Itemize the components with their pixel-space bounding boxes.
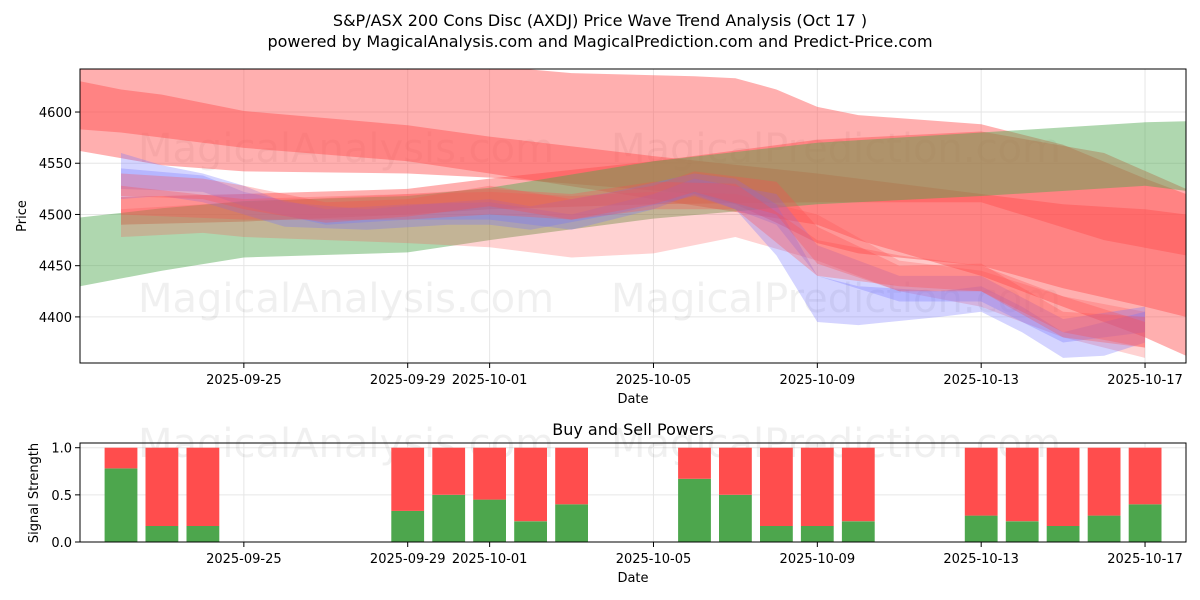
x-tick-label: 2025-10-05 — [616, 373, 692, 388]
buy-power-bar — [964, 515, 998, 542]
buy-power-bar — [1005, 521, 1039, 542]
buy-power-bar — [1087, 515, 1121, 542]
x-tick-label: 2025-09-29 — [370, 373, 446, 388]
watermark: MagicalPrediction.com — [611, 276, 1061, 322]
y-tick-label: 0.5 — [51, 489, 72, 504]
y-tick-label: 4550 — [39, 157, 72, 172]
signal-x-ticks: 2025-09-25 2025-09-29 2025-10-01 2025-10-05… — [206, 542, 1183, 567]
x-tick-label: 2025-10-13 — [943, 552, 1019, 567]
buy-power-bar — [186, 526, 220, 542]
buy-power-bar — [473, 499, 506, 542]
sell-power-bar — [473, 447, 506, 500]
price-x-ticks: 2025-09-25 2025-09-29 2025-10-01 2025-10-05… — [206, 363, 1183, 388]
buy-power-bar — [841, 521, 875, 542]
sell-power-bar — [678, 447, 711, 479]
red-wave-band — [80, 69, 1186, 317]
signal-bars — [104, 447, 1162, 542]
price-watermarks: MagicalAnalysis.com MagicalPrediction.co… — [138, 126, 1061, 322]
sell-power-bar — [391, 447, 425, 511]
price-panel: MagicalAnalysis.com MagicalPrediction.co… — [15, 68, 1187, 407]
buy-power-bar — [1128, 504, 1162, 542]
sell-power-bar — [800, 447, 834, 526]
y-tick-label: 0.0 — [51, 536, 72, 551]
blue-wave-band — [121, 153, 1145, 358]
x-tick-label: 2025-10-09 — [780, 373, 856, 388]
red-wave-band — [80, 81, 1186, 356]
signal-plot-frame — [79, 442, 1187, 543]
price-x-axis-label: Date — [617, 392, 648, 407]
x-tick-label: 2025-10-17 — [1107, 552, 1183, 567]
x-tick-label: 2025-10-01 — [452, 552, 528, 567]
y-tick-label: 1.0 — [51, 442, 72, 457]
y-tick-label: 4400 — [39, 311, 72, 326]
watermark: MagicalAnalysis.com — [138, 276, 554, 322]
buy-power-bar — [719, 494, 752, 542]
sell-power-bar — [145, 447, 179, 526]
x-tick-label: 2025-10-01 — [452, 373, 528, 388]
red-wave-band — [121, 191, 1145, 358]
sell-power-bar — [1087, 447, 1121, 516]
signal-panel-title: Buy and Sell Powers — [552, 420, 714, 439]
sell-power-bar — [514, 447, 547, 522]
price-y-ticks: 4400 4450 4500 4550 4600 — [39, 106, 80, 326]
sell-power-bar — [1128, 447, 1162, 505]
signal-x-axis-label: Date — [617, 571, 648, 586]
buy-power-bar — [678, 478, 711, 542]
watermark: MagicalPrediction.com — [611, 126, 1061, 172]
blue-wave-band — [121, 168, 1145, 343]
sell-power-bar — [104, 447, 138, 469]
y-tick-label: 4600 — [39, 106, 72, 121]
x-tick-label: 2025-10-05 — [616, 552, 692, 567]
sell-power-bar — [1046, 447, 1080, 526]
buy-power-bar — [104, 468, 138, 542]
sell-power-bar — [760, 447, 793, 526]
sell-power-bar — [719, 447, 752, 495]
x-tick-label: 2025-10-13 — [943, 373, 1019, 388]
x-tick-label: 2025-09-25 — [206, 552, 282, 567]
sell-power-bar — [1005, 447, 1039, 522]
sell-power-bar — [555, 447, 588, 505]
signal-panel: Buy and Sell Powers MagicalAnalysis.com … — [27, 420, 1187, 586]
x-tick-label: 2025-10-17 — [1107, 373, 1183, 388]
price-plot-frame — [79, 68, 1187, 364]
y-tick-label: 4500 — [39, 208, 72, 223]
red-wave-band — [121, 181, 1145, 348]
buy-power-bar — [514, 521, 547, 542]
red-wave-band — [121, 171, 1145, 348]
sell-power-bar — [186, 447, 220, 526]
green-wave-band — [80, 121, 1186, 287]
signal-y-ticks: 0.0 0.5 1.0 — [51, 442, 80, 551]
price-bands — [80, 69, 1186, 358]
buy-power-bar — [555, 504, 588, 542]
chart-title-line1: S&P/ASX 200 Cons Disc (AXDJ) Price Wave … — [333, 11, 867, 30]
y-tick-label: 4450 — [39, 260, 72, 275]
chart-title-line2: powered by MagicalAnalysis.com and Magic… — [267, 32, 932, 51]
sell-power-bar — [964, 447, 998, 516]
buy-power-bar — [760, 526, 793, 542]
buy-power-bar — [391, 510, 425, 542]
sell-power-bar — [432, 447, 466, 495]
price-grid — [80, 69, 1186, 363]
x-tick-label: 2025-09-25 — [206, 373, 282, 388]
watermark: MagicalAnalysis.com — [138, 126, 554, 172]
buy-power-bar — [432, 494, 466, 542]
x-tick-label: 2025-09-29 — [370, 552, 446, 567]
buy-power-bar — [800, 526, 834, 542]
buy-power-bar — [1046, 526, 1080, 542]
signal-y-axis-label: Signal Strength — [27, 443, 42, 543]
red-wave-band — [121, 131, 1186, 256]
x-tick-label: 2025-10-09 — [780, 552, 856, 567]
sell-power-bar — [841, 447, 875, 522]
buy-power-bar — [145, 526, 179, 542]
price-y-axis-label: Price — [15, 200, 30, 232]
